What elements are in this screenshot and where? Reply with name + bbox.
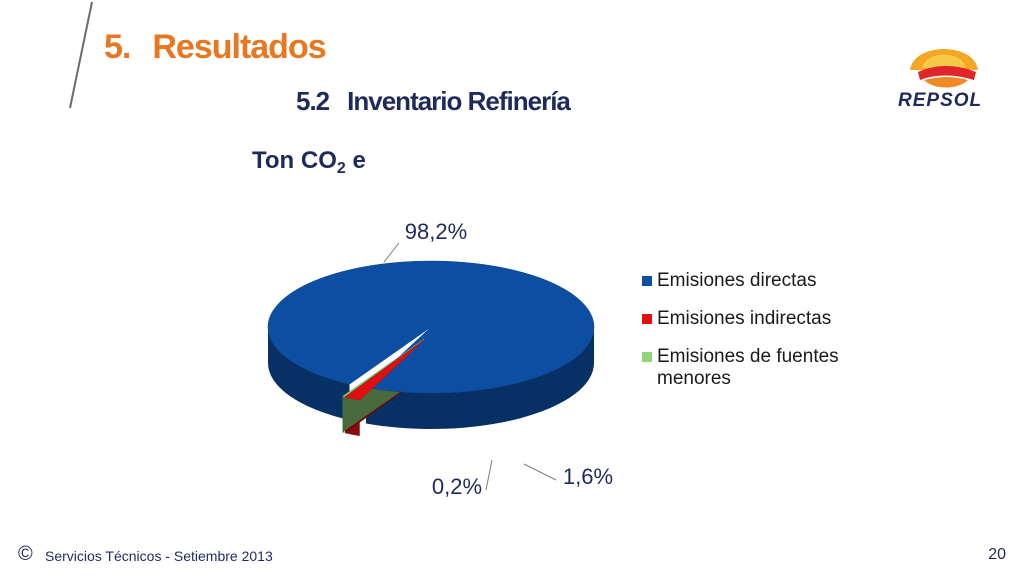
chart-legend: Emisiones directas Emisiones indirectas Em… — [642, 270, 872, 406]
pie-data-labels: 98,2% 1,6% 0,2% — [405, 219, 613, 499]
legend-label: Emisiones indirectas — [657, 308, 832, 329]
legend-swatch — [642, 314, 652, 324]
legend-swatch — [642, 276, 652, 286]
section-title-text: Resultados — [152, 28, 326, 66]
unit-label: Ton CO2 e — [252, 147, 366, 178]
pie-side-0 — [365, 327, 594, 430]
pie-leader-lines — [383, 242, 557, 491]
copyright-symbol: © — [18, 543, 33, 565]
pie-label-0: 98,2% — [405, 219, 467, 244]
subsection-number: 5.2 — [296, 86, 330, 116]
subsection-title-text: Inventario Refinería — [347, 86, 571, 116]
pie-label-1: 1,6% — [563, 464, 613, 489]
pie-label-2: 0,2% — [432, 474, 482, 499]
page-number: 20 — [988, 546, 1006, 563]
legend-swatch — [642, 352, 652, 362]
unit-prefix: Ton CO — [252, 147, 337, 174]
leader-line-0 — [383, 242, 400, 263]
leader-line-2 — [485, 459, 493, 491]
legend-item: Emisiones de fuentes menores — [642, 346, 872, 390]
repsol-logo-icon — [910, 49, 978, 88]
unit-subscript: 2 — [336, 160, 346, 177]
leader-line-1 — [523, 463, 557, 481]
legend-label: Emisiones de fuentes menores — [657, 346, 839, 389]
repsol-logo-text: REPSOL — [898, 90, 983, 111]
legend-item: Emisiones directas — [642, 270, 872, 292]
pie-slice-1 — [344, 339, 425, 401]
pie-slices — [267, 260, 595, 401]
legend-label: Emisiones directas — [657, 270, 817, 291]
footer-text: Servicios Técnicos - Setiembre 2013 — [45, 548, 273, 564]
subsection-title: 5.2 Inventario Refinería — [296, 86, 571, 117]
pie-slice-2 — [341, 338, 425, 398]
decorative-slash — [69, 1, 93, 109]
unit-suffix: e — [345, 147, 366, 174]
pie-side-0 — [268, 327, 350, 421]
section-title: 5. Resultados — [104, 28, 327, 67]
section-number: 5. — [104, 28, 131, 66]
pie-slice-0 — [267, 260, 595, 394]
legend-item: Emisiones indirectas — [642, 308, 872, 330]
